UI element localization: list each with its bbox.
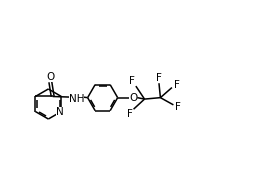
Text: F: F [156, 73, 162, 83]
Text: N: N [56, 106, 64, 116]
Text: O: O [46, 72, 55, 82]
Text: F: F [175, 102, 181, 112]
Text: F: F [129, 76, 135, 86]
Text: F: F [127, 109, 133, 119]
Text: O: O [129, 93, 137, 103]
Text: F: F [174, 80, 180, 90]
Text: NH: NH [69, 94, 84, 104]
